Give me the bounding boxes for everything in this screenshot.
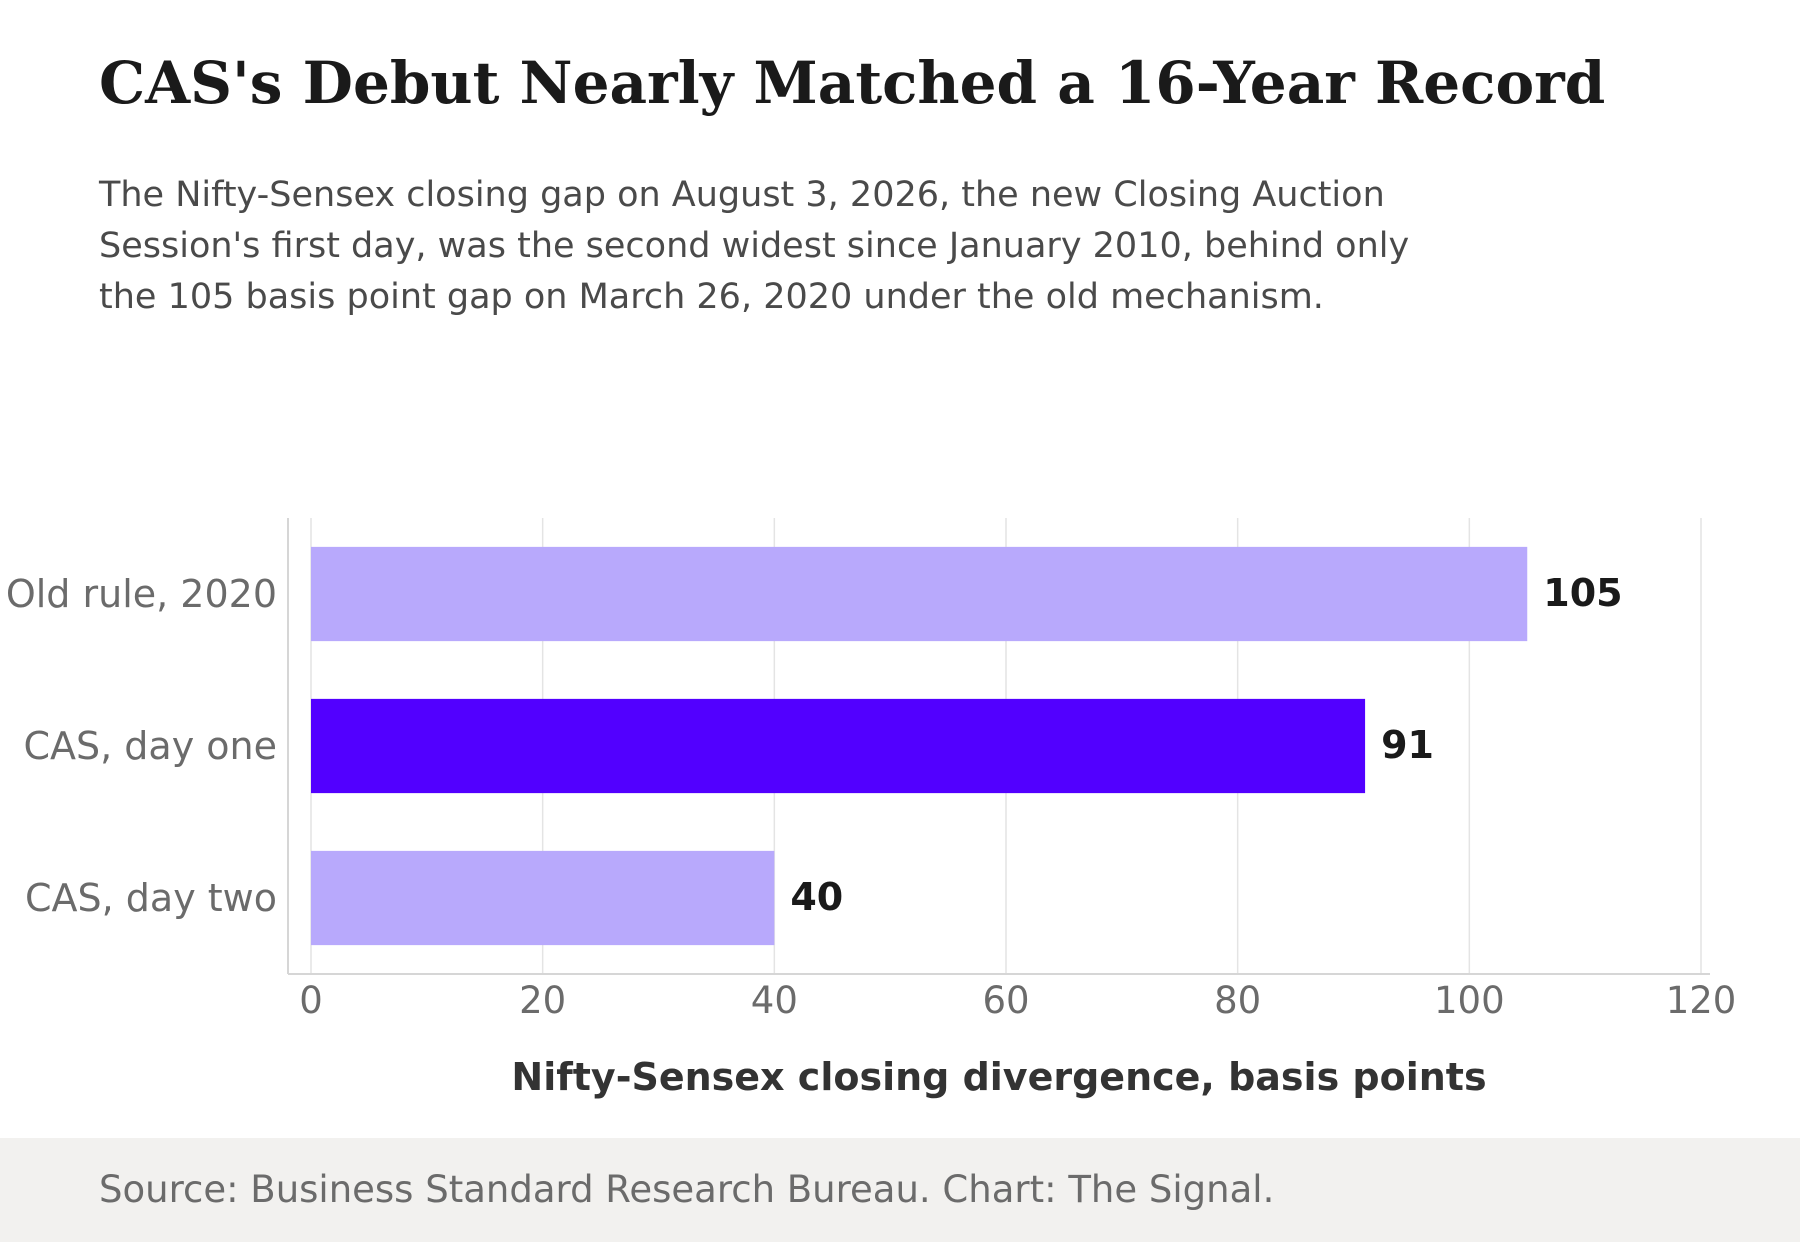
bar (311, 850, 775, 946)
x-tick-label: 0 (299, 979, 323, 1022)
x-tick-label: 40 (751, 979, 798, 1022)
labels: 0 20 40 60 80 100 120 Old rule, 2020 105 CAS, day… (6, 571, 1737, 1022)
category-label: CAS, day two (25, 876, 277, 920)
chart-subtitle: The Nifty-Sensex closing gap on August 3… (99, 175, 1410, 317)
category-label: CAS, day one (24, 724, 278, 768)
bar-chart: 0 20 40 60 80 100 120 Old rule, 2020 105 CAS, day… (6, 518, 1737, 1099)
x-tick-label: 120 (1666, 979, 1737, 1022)
footer: Source: Business Standard Research Burea… (0, 1138, 1800, 1242)
x-tick-label: 80 (1214, 979, 1261, 1022)
x-tick-label: 20 (519, 979, 566, 1022)
bar (311, 546, 1528, 642)
chart-title: CAS's Debut Nearly Matched a 16-Year Rec… (99, 49, 1606, 117)
bar (311, 698, 1366, 794)
x-tick-label: 60 (982, 979, 1029, 1022)
value-label: 105 (1543, 571, 1622, 615)
value-label: 40 (790, 875, 843, 919)
x-axis-title: Nifty-Sensex closing divergence, basis p… (511, 1055, 1486, 1099)
value-label: 91 (1381, 723, 1434, 767)
axes (287, 518, 1710, 975)
x-tick-label: 100 (1434, 979, 1505, 1022)
category-label: Old rule, 2020 (6, 572, 277, 616)
source-note: Source: Business Standard Research Burea… (99, 1168, 1275, 1211)
bars (311, 546, 1528, 946)
